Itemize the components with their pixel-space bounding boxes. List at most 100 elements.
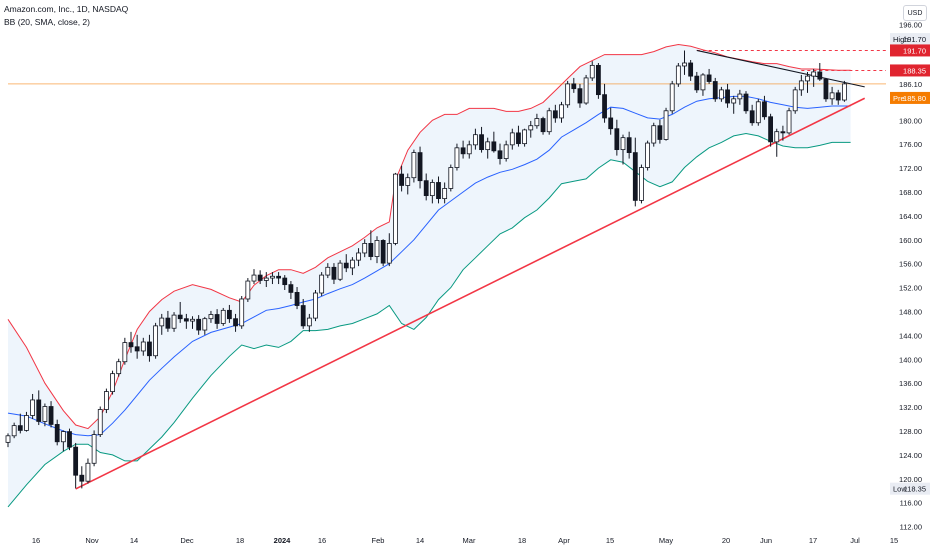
candle-body	[503, 144, 509, 159]
candle	[374, 236, 380, 264]
candle	[522, 128, 527, 147]
pre-market-label-value: 185.80	[903, 94, 926, 103]
candle-body	[73, 446, 79, 476]
candle	[226, 304, 232, 323]
y-tick-label: 112.00	[900, 523, 922, 532]
candle-body	[134, 346, 140, 352]
candle-body	[651, 125, 657, 144]
candle-body	[331, 266, 337, 280]
candle-body	[245, 280, 251, 300]
high-label-value: 191.70	[903, 35, 926, 44]
candle	[614, 119, 620, 156]
symbol-title: Amazon.com, Inc., 1D, NASDAQ	[4, 4, 129, 14]
candle-body	[602, 94, 607, 119]
candle	[147, 334, 152, 362]
candle	[257, 270, 263, 285]
candle-body	[552, 110, 558, 119]
candle	[300, 298, 306, 329]
candle	[79, 466, 85, 489]
candle	[356, 248, 361, 267]
x-tick-label: Jul	[850, 536, 860, 545]
candle-body	[362, 243, 368, 254]
candle	[128, 331, 134, 353]
candle	[675, 62, 681, 87]
candle	[817, 62, 823, 81]
y-tick-label: 196.00	[899, 21, 922, 30]
candle	[749, 104, 755, 126]
candle-body	[436, 182, 441, 200]
candle	[688, 59, 694, 81]
candle-body	[97, 409, 103, 435]
candle-body	[632, 152, 638, 201]
candle	[343, 254, 349, 273]
candle-body	[140, 341, 146, 352]
candle	[479, 126, 484, 153]
candle	[196, 315, 202, 335]
candle-body	[190, 318, 195, 322]
low-label-value: 118.35	[904, 485, 926, 494]
candle-body	[516, 132, 521, 145]
candle-body	[694, 75, 700, 91]
candle-body	[183, 318, 189, 322]
candle-body	[393, 173, 398, 244]
candle-body	[743, 93, 749, 112]
candle-body	[645, 142, 650, 168]
candle	[208, 310, 214, 323]
candle-body	[399, 173, 405, 186]
candle-body	[663, 110, 669, 140]
candle	[24, 411, 29, 432]
candle	[177, 301, 183, 323]
candle	[577, 83, 583, 108]
candle-body	[823, 78, 829, 100]
currency-button[interactable]: USD	[903, 5, 927, 21]
y-tick-label: 128.00	[899, 427, 922, 436]
resistance-label-value: 188.35	[903, 66, 926, 75]
candle	[306, 313, 312, 332]
candle	[448, 164, 454, 192]
candle-body	[282, 277, 288, 286]
candle-body	[300, 305, 306, 327]
x-tick-label: Dec	[180, 536, 194, 545]
candle-body	[485, 141, 491, 151]
candle	[792, 86, 798, 114]
candle-body	[165, 317, 171, 329]
resistance-label: 188.35	[890, 64, 930, 77]
candle-body	[620, 137, 626, 151]
candle-body	[700, 74, 706, 91]
x-tick-label: Feb	[372, 536, 385, 545]
candle-body	[614, 128, 620, 151]
candle	[319, 272, 325, 296]
candle-body	[48, 406, 54, 425]
candle	[454, 143, 460, 171]
candle-body	[233, 318, 238, 327]
high-marker-label-box	[890, 44, 930, 57]
candle	[725, 83, 730, 108]
candle	[712, 77, 718, 102]
candle	[282, 275, 288, 291]
candle-body	[669, 83, 675, 112]
candle	[36, 390, 42, 426]
candle	[42, 403, 48, 427]
y-tick-label: 120.00	[899, 475, 922, 484]
candle	[220, 307, 226, 326]
candle	[731, 95, 737, 114]
candle-body	[755, 101, 761, 124]
candle	[497, 143, 503, 165]
pre-market-label-box	[890, 91, 930, 104]
candle-body	[688, 62, 694, 77]
candle-body	[626, 137, 632, 154]
candle	[436, 176, 441, 204]
candle	[423, 173, 429, 201]
candle-body	[122, 342, 128, 363]
candle-body	[811, 71, 817, 77]
candle	[393, 172, 398, 246]
candle-body	[805, 75, 810, 82]
y-tick-label: 136.00	[899, 379, 922, 388]
candle	[842, 80, 847, 102]
candle	[829, 86, 835, 105]
candle	[786, 107, 792, 135]
candle	[632, 137, 638, 207]
candle-body	[325, 266, 331, 276]
